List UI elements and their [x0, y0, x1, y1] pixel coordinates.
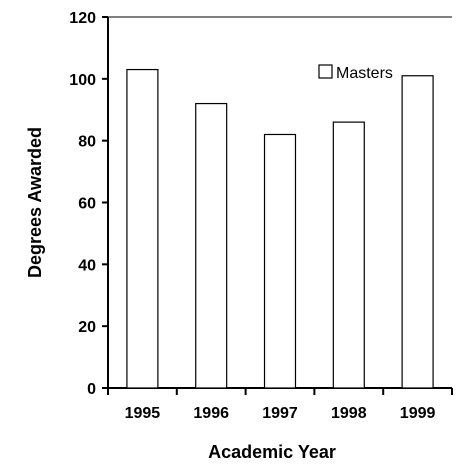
y-tick-label: 40: [78, 257, 96, 274]
x-tick-label: 1995: [125, 405, 161, 422]
y-axis-ticks: 0 20 40 60 80 100 120: [69, 10, 108, 398]
y-tick-label: 0: [87, 381, 96, 398]
y-tick-label: 100: [69, 72, 96, 89]
y-tick-label: 80: [78, 134, 96, 151]
bar-1995: [126, 68, 159, 389]
legend-swatch-masters: [318, 64, 333, 79]
x-tick-label: 1996: [193, 405, 229, 422]
bars: [126, 68, 434, 389]
x-tick-label: 1999: [400, 405, 436, 422]
y-tick-label: 20: [78, 319, 96, 336]
x-tick-label: 1998: [331, 405, 367, 422]
x-tick-label: 1997: [262, 405, 298, 422]
bar-1998: [332, 121, 365, 389]
bar-1997: [263, 133, 297, 389]
y-axis-title: Degrees Awarded: [25, 127, 45, 278]
x-axis-title: Academic Year: [208, 442, 336, 462]
bar-1999: [401, 75, 434, 389]
y-tick-label: 60: [78, 196, 96, 213]
x-axis-ticks: 1995 1996 1997 1998 1999: [107, 388, 453, 422]
legend-label-masters: Masters: [336, 65, 393, 82]
legend: Masters: [318, 64, 393, 82]
y-tick-label: 120: [69, 10, 96, 27]
bar-1996: [195, 102, 228, 389]
